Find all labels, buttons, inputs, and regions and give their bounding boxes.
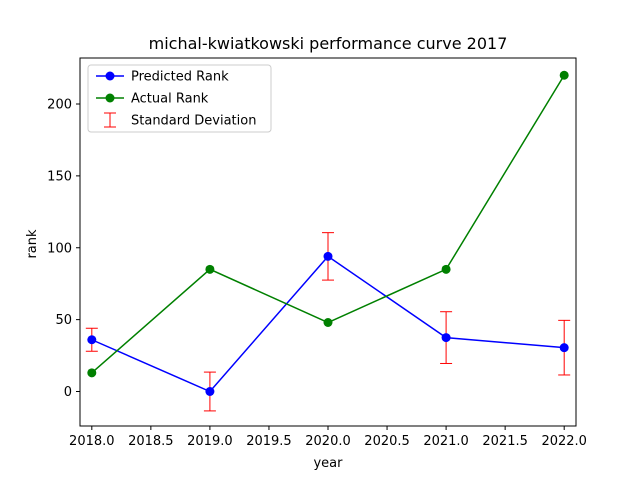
data-point-1 [205,387,215,396]
x-tick-label: 2018.0 [69,434,115,449]
legend-box [87,64,272,133]
data-point-1 [559,343,569,353]
data-point-2 [441,264,451,274]
x-tick-label: 2021.0 [423,434,469,449]
data-point-2 [87,368,97,378]
x-tick-label: 2022.0 [541,434,587,449]
data-point-2 [205,264,215,274]
legend-marker-2 [105,93,115,103]
data-point-2 [559,70,569,80]
y-tick-label: 0 [64,385,72,400]
legend-label-2: Actual Rank [131,92,209,107]
data-point-1 [441,333,451,343]
legend: Predicted Rank Actual Rank Standard Deviat… [87,64,272,133]
legend-marker-1 [105,71,115,81]
y-axis: 0 50 100 150 200 [47,98,80,400]
x-tick-label: 2020.5 [364,434,410,449]
y-tick-label: 50 [55,313,72,328]
x-tick-label: 2019.0 [187,434,233,449]
x-tick-label: 2019.5 [246,434,292,449]
y-tick-label: 100 [47,241,72,256]
y-tick-label: 200 [47,98,72,113]
y-axis-label: rank [25,229,40,259]
data-point-2 [323,318,333,327]
x-tick-label: 2020.0 [305,434,351,449]
legend-label-errorbar: Standard Deviation [131,114,256,129]
x-axis-label: year [313,456,343,471]
x-axis: 2018.0 2018.5 2019.0 2019.5 2020.0 2020.5 2021… [69,426,587,449]
x-tick-label: 2021.5 [482,434,528,449]
data-point-1 [87,335,97,345]
y-tick-label: 150 [47,169,72,184]
x-tick-label: 2018.5 [128,434,174,449]
chart-title: michal-kwiatkowski performance curve 201… [149,34,508,53]
data-point-1 [323,251,333,261]
legend-label-1: Predicted Rank [131,70,229,85]
